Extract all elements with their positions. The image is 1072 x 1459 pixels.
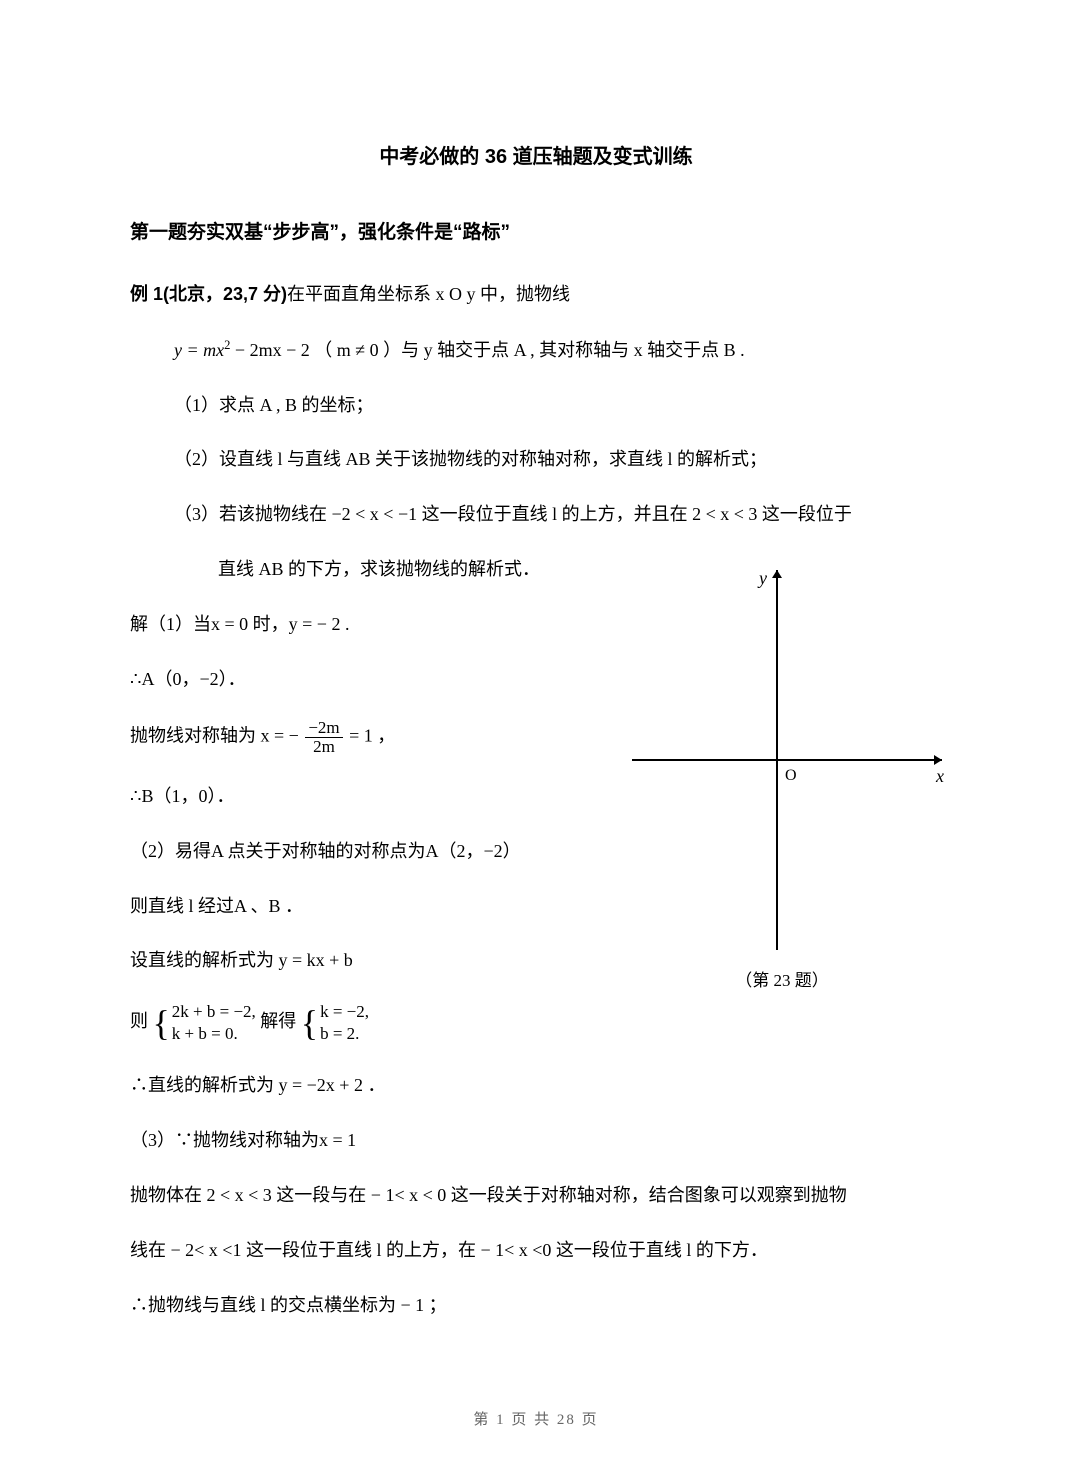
solution-3a: （3）∵抛物线对称轴为x = 1 [130,1126,942,1155]
question-1: （1）求点 A , B 的坐标； [130,391,942,420]
coordinate-axes-svg: y x O [612,560,952,960]
main-equation: y = mx2 − 2mx − 2 （ m ≠ 0 ）与 y 轴交于点 A , … [130,335,942,365]
footer-suffix: 页 [576,1412,599,1428]
example-intro: 例 1(北京，23,7 分)在平面直角坐标系 x O y 中，抛物线 [130,280,942,309]
sys1-line1: 2k + b = −2, [172,1001,256,1023]
sys1-line2: k + b = 0. [172,1023,256,1045]
solution-2e: ∴直线的解析式为 y = −2x + 2 ． [130,1071,942,1100]
page-footer: 第 1 页 共 28 页 [0,1408,1072,1429]
solution-3d: ∴抛物线与直线 l 的交点横坐标为 − 1 ； [130,1291,942,1320]
section-heading: 第一题夯实双基“步步高”，强化条件是“路标” [130,217,942,244]
footer-prefix: 第 [473,1412,496,1428]
solution-3b: 抛物体在 2 < x < 3 这一段与在 − 1< x < 0 这一段关于对称轴… [130,1181,942,1210]
sys2-line1: k = −2, [320,1001,369,1023]
brace-icon: { [153,1005,170,1041]
equation-system: 则 { 2k + b = −2, k + b = 0. 解得 { k = −2,… [130,1001,942,1045]
system-1: { 2k + b = −2, k + b = 0. [153,1001,256,1045]
sys-mid: 解得 [260,1011,296,1031]
svg-text:x: x [935,766,944,786]
fraction-denominator: 2m [305,738,342,756]
sys-pre: 则 [130,1011,148,1031]
svg-text:y: y [757,568,767,588]
example-prefix: 例 1(北京，23,7 分) [130,284,287,304]
brace-icon: { [301,1005,318,1041]
doc-title: 中考必做的 36 道压轴题及变式训练 [130,140,942,169]
question-3a: （3）若该抛物线在 −2 < x < −1 这一段位于直线 l 的上方，并且在 … [130,500,942,529]
coordinate-figure: y x O （第 23 题） [612,560,952,991]
footer-mid: 页 共 [506,1412,557,1428]
eq-part-a: y = mx [174,340,224,360]
fraction-numerator: −2m [305,719,342,738]
sys2-line2: b = 2. [320,1023,369,1045]
sol1c-pre: 抛物线对称轴为 x = − [130,726,303,746]
system-2: { k = −2, b = 2. [301,1001,369,1045]
solution-3c: 线在 − 2< x <1 这一段位于直线 l 的上方，在 − 1< x <0 这… [130,1236,942,1265]
eq-part-b: − 2mx − 2 （ m ≠ 0 ）与 y 轴交于点 A , 其对称轴与 x … [230,340,744,360]
footer-current: 1 [496,1412,506,1428]
content-body: 例 1(北京，23,7 分)在平面直角坐标系 x O y 中，抛物线 y = m… [130,280,942,1319]
sol1c-post: = 1 ， [349,726,395,746]
fraction: −2m 2m [305,719,342,756]
svg-text:O: O [785,767,797,784]
example-text: 在平面直角坐标系 x O y 中，抛物线 [287,284,570,304]
question-2: （2）设直线 l 与直线 AB 关于该抛物线的对称轴对称，求直线 l 的解析式； [130,445,942,474]
footer-total: 28 [557,1412,576,1428]
figure-caption: （第 23 题） [612,966,952,991]
